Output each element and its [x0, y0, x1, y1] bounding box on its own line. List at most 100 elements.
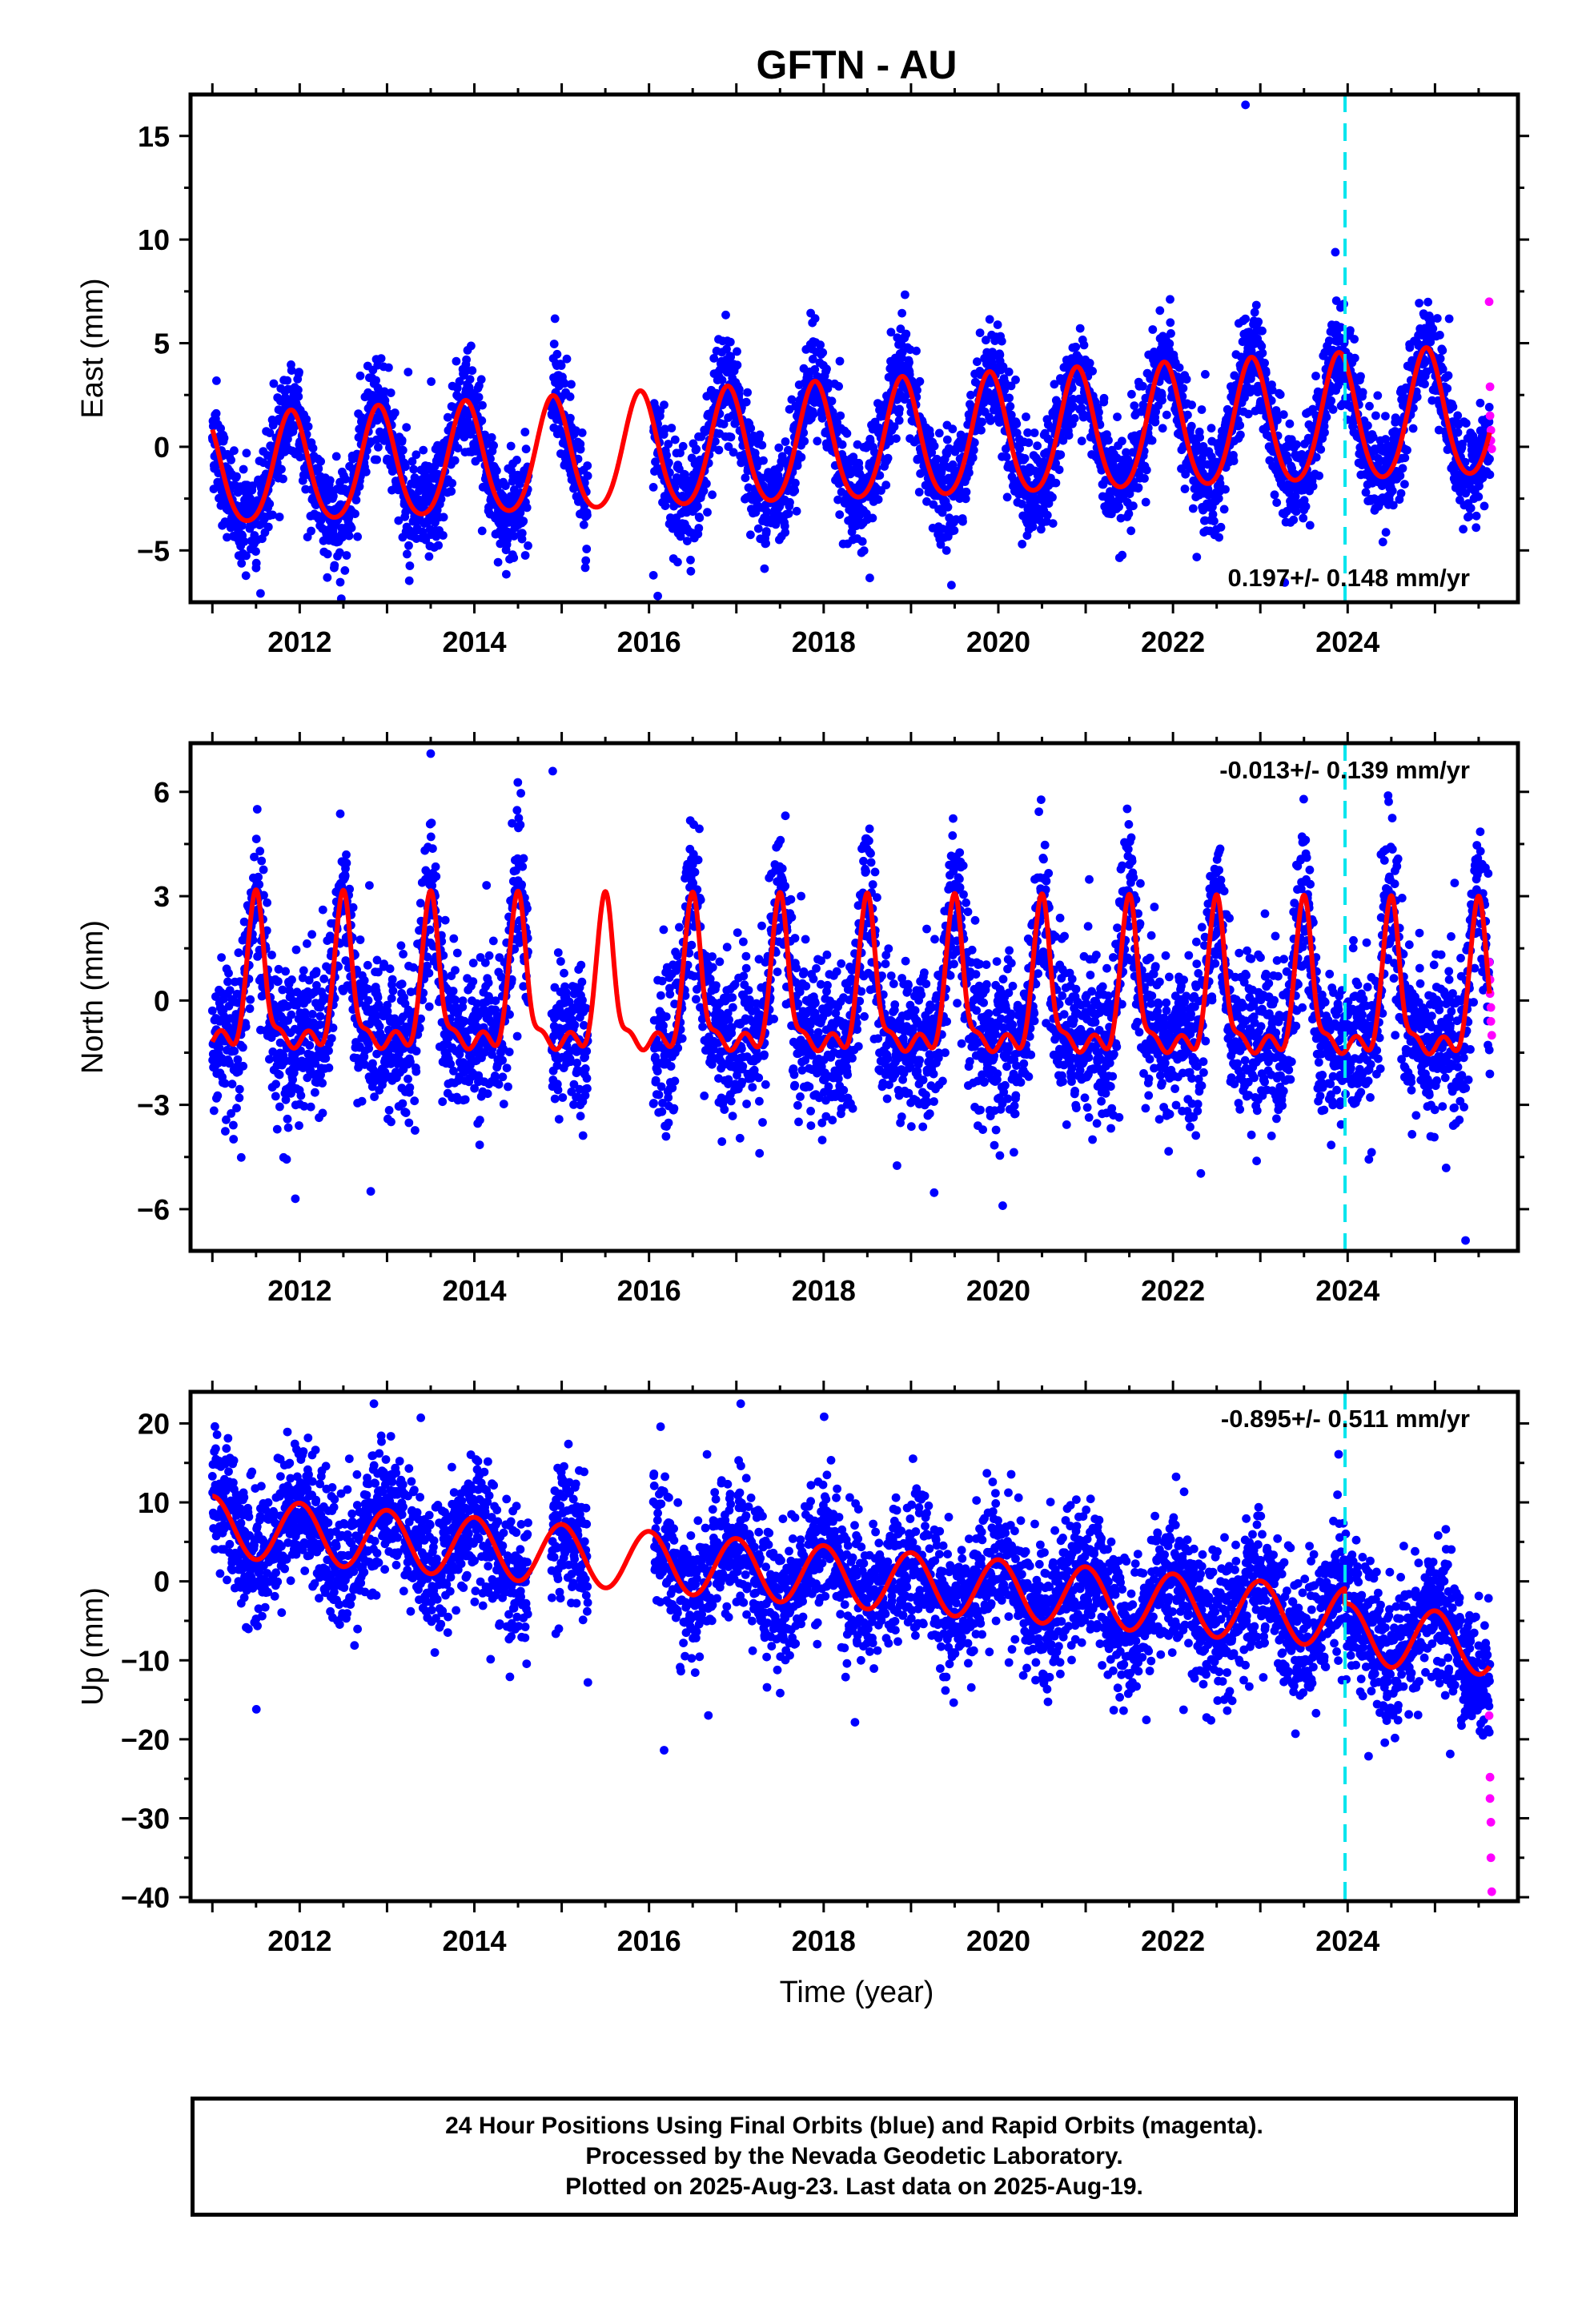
east-final-point [1236, 430, 1245, 440]
east-final-point [436, 494, 446, 504]
east-final-point [455, 376, 464, 386]
north-final-point [241, 1022, 251, 1031]
east-final-point [251, 558, 261, 568]
east-final-point [1485, 454, 1494, 464]
east-y-tick-label: −5 [137, 534, 170, 567]
east-final-point [1022, 412, 1030, 421]
east-final-point [686, 555, 695, 565]
east-final-point [372, 455, 381, 464]
east-final-point [1030, 428, 1039, 437]
east-final-point [268, 510, 277, 520]
north-final-point [252, 805, 262, 814]
east-final-point [474, 392, 484, 402]
east-final-point [323, 573, 332, 582]
east-final-point [670, 435, 680, 444]
east-final-point [335, 548, 344, 557]
east-final-point [721, 310, 730, 320]
north-final-point [296, 1091, 306, 1100]
east-rapid-point [1484, 297, 1494, 307]
east-final-point [1024, 438, 1034, 448]
east-final-point [1420, 380, 1429, 388]
east-final-point [314, 464, 323, 473]
east-final-point [408, 456, 417, 466]
north-final-point [311, 967, 321, 976]
east-final-point [784, 509, 793, 518]
north-final-point [213, 1091, 223, 1100]
east-final-point [1308, 481, 1318, 491]
east-final-point [741, 473, 750, 483]
east-final-point [1316, 444, 1326, 454]
north-final-point [275, 1102, 284, 1112]
east-final-point [942, 546, 951, 555]
east-final-point [1272, 498, 1282, 507]
east-final-point [1006, 381, 1016, 391]
east-final-point [1320, 428, 1329, 437]
east-final-point [452, 356, 461, 366]
east-final-point [401, 507, 411, 517]
north-final-point [255, 846, 265, 856]
east-final-point [331, 452, 341, 461]
east-final-point [1356, 372, 1365, 381]
north-final-point [318, 1108, 327, 1118]
east-final-point [1165, 339, 1174, 348]
east-y-tick-label: 10 [138, 223, 170, 256]
north-final-point [327, 1034, 336, 1043]
east-final-point [242, 448, 251, 458]
east-rapid-point [1485, 382, 1495, 392]
east-final-point [835, 510, 845, 519]
north-final-point [307, 930, 316, 939]
east-y-axis-label: East (mm) [76, 278, 110, 418]
east-final-point [577, 428, 587, 437]
east-final-point [1438, 346, 1447, 355]
east-final-point [209, 485, 219, 493]
east-final-point [1142, 465, 1151, 475]
east-final-point [501, 481, 510, 490]
east-rate-label: 0.197+/- 0.148 mm/yr [1228, 564, 1470, 592]
east-final-point [753, 524, 763, 533]
east-final-point [1403, 445, 1411, 455]
east-y-tick-label: 15 [138, 120, 170, 153]
east-final-point [1350, 335, 1359, 344]
east-final-point [397, 436, 407, 445]
north-final-point [322, 1259, 331, 1268]
east-final-point [1358, 388, 1367, 397]
east-final-point [934, 428, 944, 438]
east-final-point [912, 346, 921, 356]
east-final-point [1432, 314, 1442, 323]
east-final-point [1476, 398, 1485, 408]
east-final-point [522, 503, 532, 513]
east-final-point [404, 368, 413, 376]
east-final-point [439, 531, 448, 540]
east-final-point [344, 531, 354, 541]
east-final-point [562, 354, 572, 364]
east-final-point [1472, 511, 1481, 521]
east-final-point [793, 461, 802, 470]
east-final-point [1365, 401, 1374, 411]
north-final-point [363, 995, 373, 1005]
north-final-point [221, 1127, 230, 1136]
east-final-point [751, 508, 761, 517]
east-final-point [462, 355, 471, 364]
east-final-point [509, 553, 519, 562]
east-final-point [995, 350, 1005, 360]
east-final-point [774, 443, 784, 452]
east-final-point [1141, 497, 1150, 507]
east-final-point [1350, 353, 1359, 363]
east-final-point [966, 390, 975, 400]
east-final-point [1050, 380, 1059, 389]
east-final-point [1398, 464, 1407, 473]
east-final-point [711, 436, 720, 446]
east-final-point [242, 551, 251, 561]
north-final-point [271, 1092, 280, 1101]
north-final-point [287, 1010, 296, 1019]
east-final-point [419, 445, 428, 455]
east-final-point [487, 432, 496, 442]
east-final-point [978, 417, 986, 427]
east-final-point [1270, 490, 1279, 500]
east-final-point [868, 513, 877, 523]
east-final-point [477, 526, 487, 536]
north-final-point [305, 1041, 315, 1050]
east-final-point [818, 348, 828, 357]
east-final-point [1260, 358, 1269, 368]
